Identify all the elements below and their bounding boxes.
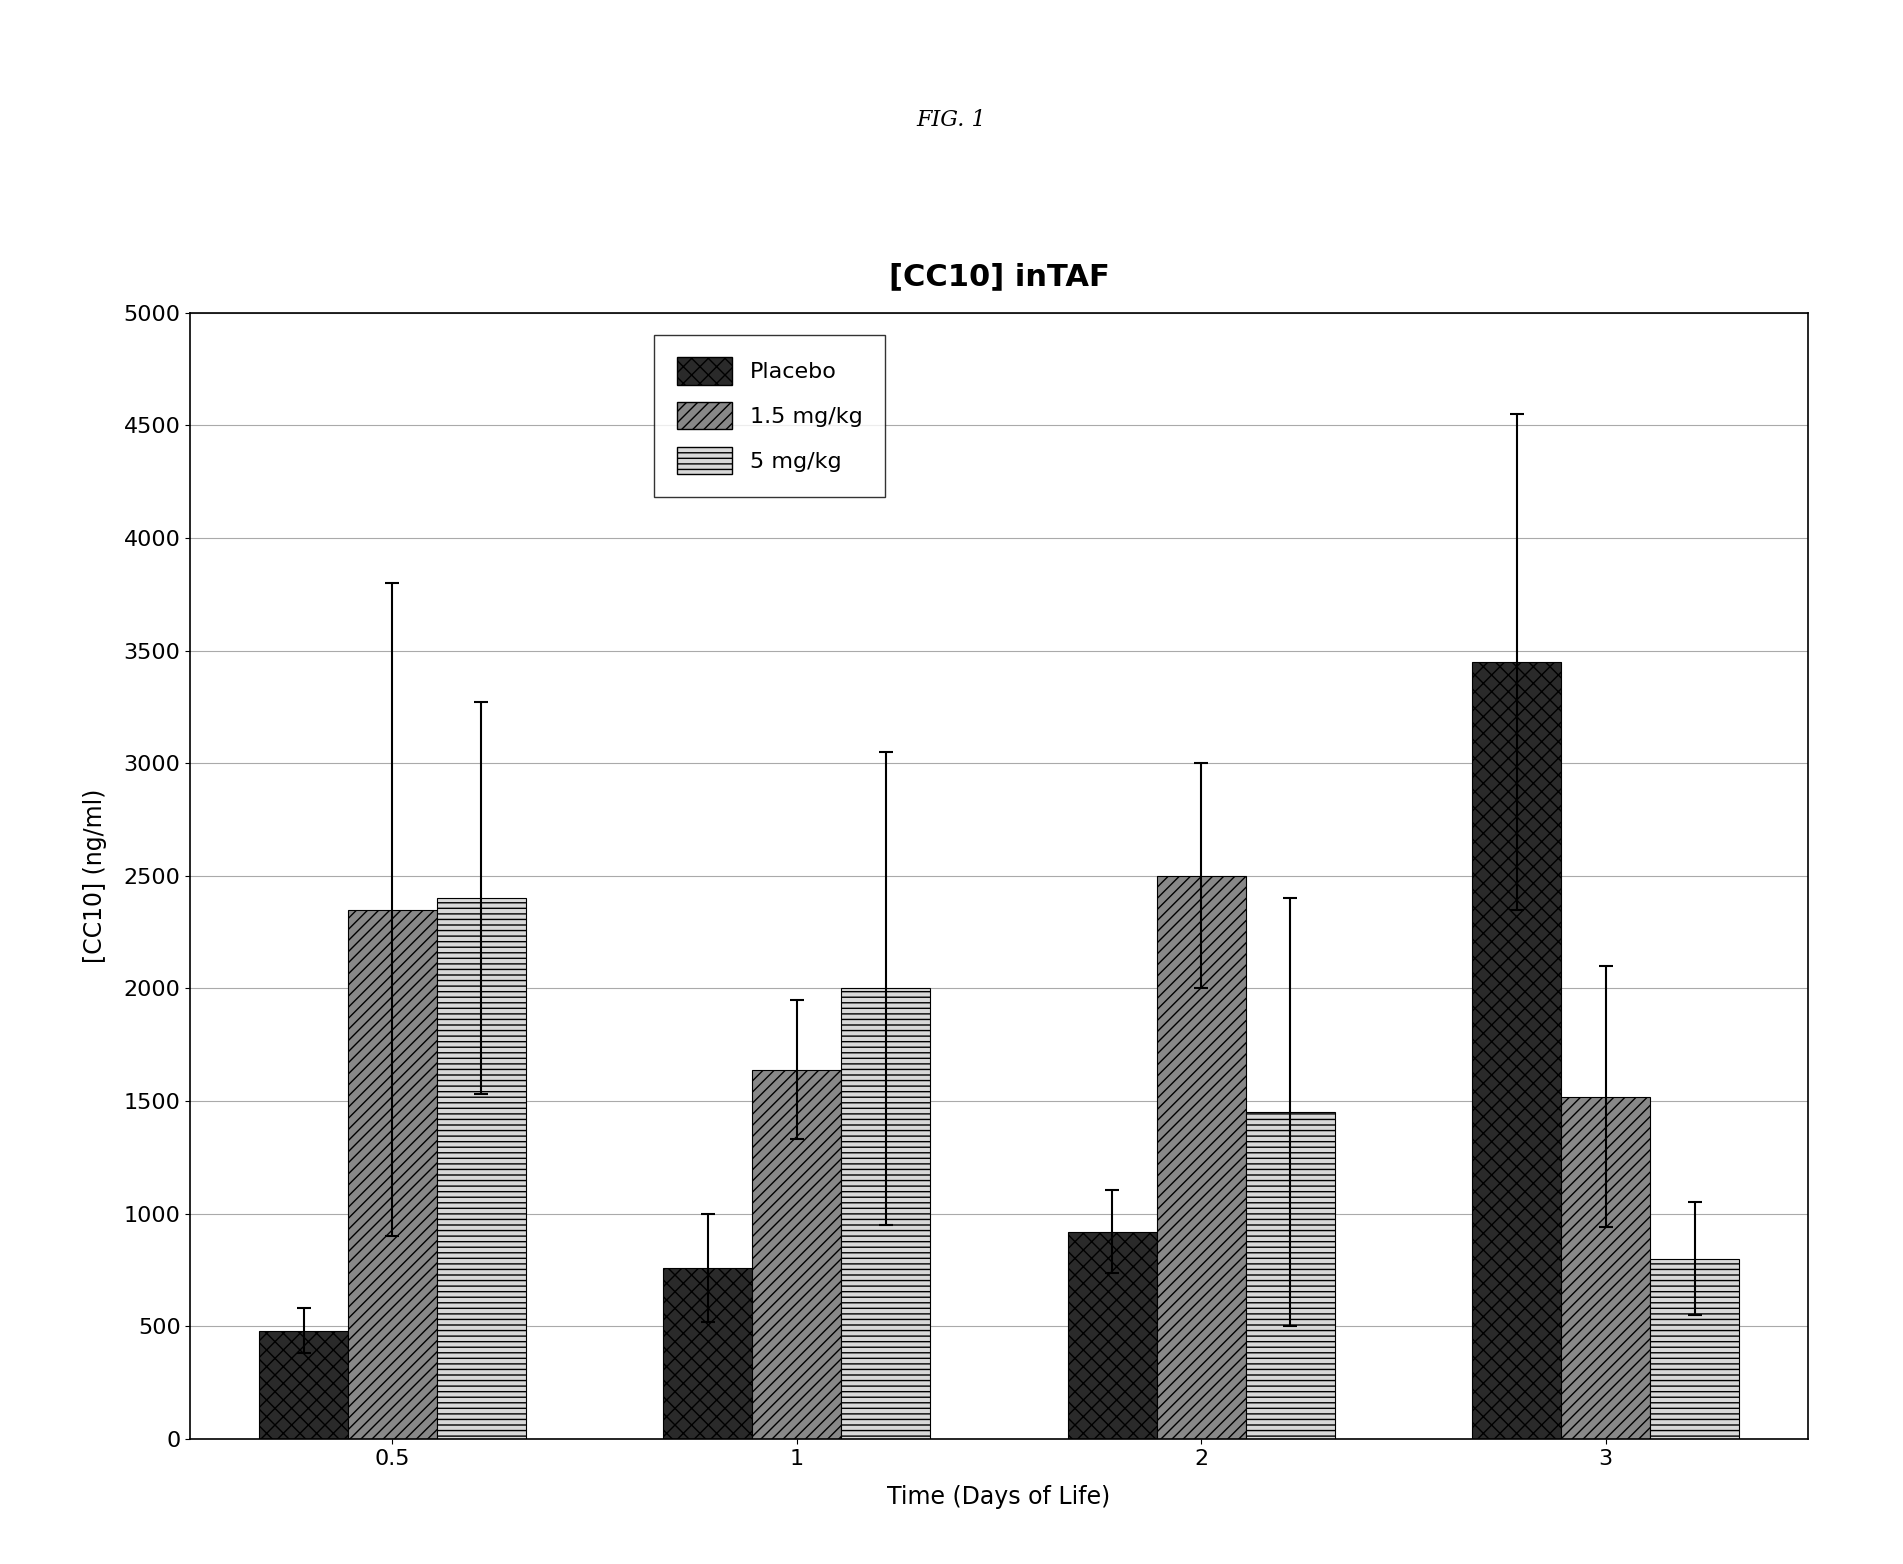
Bar xyxy=(1157,876,1246,1439)
Bar xyxy=(1068,1232,1157,1439)
Bar xyxy=(259,1331,348,1439)
X-axis label: Time (Days of Life): Time (Days of Life) xyxy=(887,1486,1111,1509)
Bar xyxy=(438,898,525,1439)
Bar xyxy=(1560,1096,1650,1439)
Bar xyxy=(1650,1259,1739,1439)
Bar xyxy=(1473,662,1560,1439)
Title: [CC10] inTAF: [CC10] inTAF xyxy=(889,263,1109,291)
Legend: Placebo, 1.5 mg/kg, 5 mg/kg: Placebo, 1.5 mg/kg, 5 mg/kg xyxy=(655,335,885,496)
Text: FIG. 1: FIG. 1 xyxy=(917,109,986,131)
Bar xyxy=(348,910,438,1439)
Bar xyxy=(752,1070,841,1439)
Bar xyxy=(664,1268,752,1439)
Bar xyxy=(841,988,931,1439)
Y-axis label: [CC10] (ng/ml): [CC10] (ng/ml) xyxy=(84,788,107,963)
Bar xyxy=(1246,1112,1334,1439)
